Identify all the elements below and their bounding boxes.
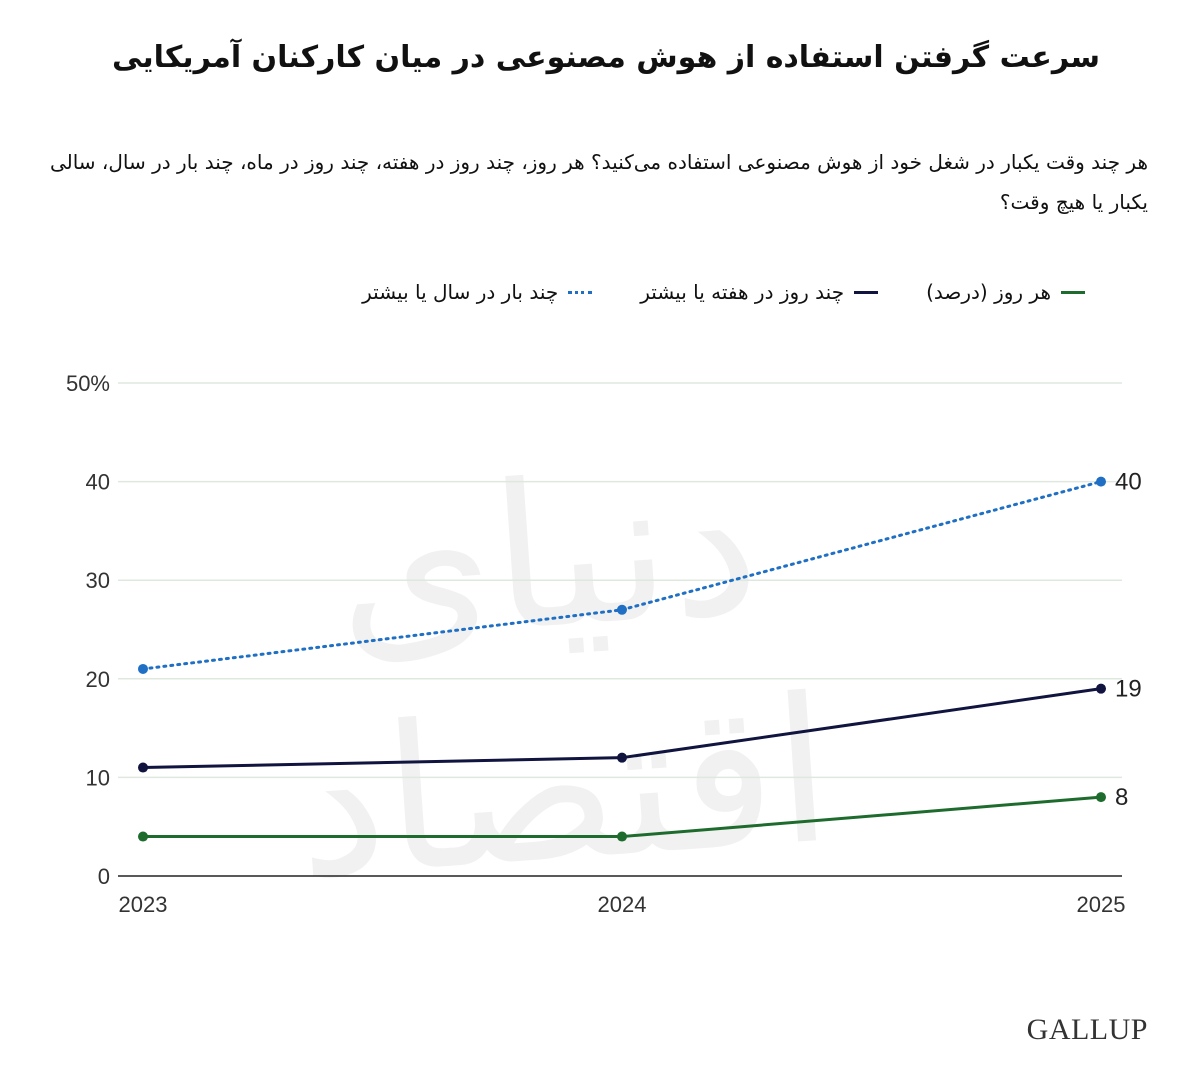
series-line (141, 480, 1103, 671)
data-point (617, 604, 627, 615)
x-tick-label: 2023 (119, 892, 168, 917)
legend-swatch (854, 290, 879, 294)
data-point (138, 663, 148, 674)
data-point (138, 831, 148, 842)
end-data-label: 8 (1115, 784, 1128, 811)
x-tick-label: 2025 (1077, 892, 1126, 917)
legend: هر روز (درصد) چند روز در هفته یا بیشتر چ… (362, 280, 1085, 304)
data-point (138, 762, 148, 773)
legend-label: هر روز (درصد) (926, 280, 1051, 304)
end-data-label: 19 (1115, 676, 1142, 703)
y-tick-label: 40 (86, 470, 110, 495)
data-point (617, 831, 627, 842)
y-tick-label: 50% (66, 371, 110, 396)
data-point (617, 752, 627, 763)
legend-swatch (1061, 290, 1085, 294)
legend-swatch (568, 290, 593, 294)
legend-label: چند روز در هفته یا بیشتر (640, 280, 845, 304)
y-tick-label: 30 (86, 568, 110, 593)
y-tick-label: 0 (98, 864, 110, 889)
legend-item-weekly: چند روز در هفته یا بیشتر (640, 280, 879, 304)
end-data-label: 40 (1115, 469, 1142, 496)
y-tick-label: 20 (86, 667, 110, 692)
series-line (143, 795, 1102, 839)
data-point (1096, 792, 1106, 803)
data-point (1096, 476, 1106, 487)
legend-item-yearly: چند بار در سال یا بیشتر (362, 280, 593, 304)
x-tick-label: 2024 (598, 892, 647, 917)
y-tick-label: 10 (86, 765, 110, 790)
gallup-logo: GALLUP (1026, 1013, 1148, 1046)
legend-label: چند بار در سال یا بیشتر (362, 280, 559, 304)
chart-title: سرعت گرفتن استفاده از هوش مصنوعی در میان… (111, 40, 1100, 75)
chart-subtitle: هر چند وقت یکبار در شغل خود از هوش مصنوع… (49, 150, 1148, 214)
legend-item-daily: هر روز (درصد) (926, 280, 1085, 304)
data-point (1096, 683, 1106, 694)
